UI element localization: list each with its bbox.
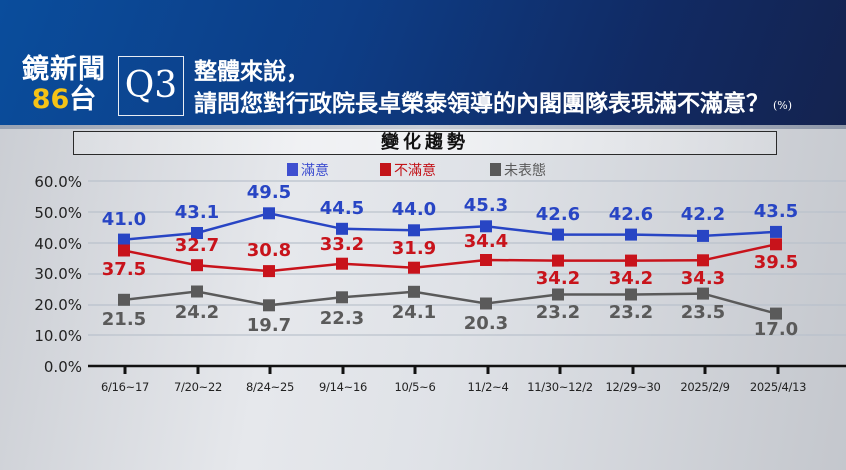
data-label-no-opinion: 24.1 (391, 302, 437, 323)
data-label-satisfied: 49.5 (246, 182, 292, 203)
legend-swatch-dissatisfied (380, 163, 391, 176)
chart-title: 變化趨勢 (73, 131, 777, 155)
question-line-1: 整體來說， (194, 58, 309, 85)
x-tick-label: 12/29~30 (605, 380, 661, 394)
x-tick-label: 11/30~12/2 (527, 380, 593, 394)
data-label-satisfied: 43.1 (174, 202, 220, 223)
brand-logo: 鏡新聞 86台 (18, 55, 110, 115)
data-label-no-opinion: 23.2 (608, 302, 654, 323)
data-label-dissatisfied: 31.9 (391, 238, 437, 259)
data-label-no-opinion: 21.5 (101, 309, 147, 330)
brand-channel: 86台 (18, 85, 110, 115)
legend-label-satisfied: 滿意 (301, 163, 329, 179)
data-label-no-opinion: 23.2 (535, 302, 581, 323)
data-label-dissatisfied: 34.2 (535, 268, 581, 289)
y-tick-label: 60.0% (34, 173, 82, 191)
series-satisfied (118, 207, 782, 246)
data-label-satisfied: 42.2 (680, 204, 726, 225)
data-label-dissatisfied: 37.5 (101, 259, 147, 280)
data-label-satisfied: 42.6 (608, 204, 654, 225)
y-tick-label: 20.0% (34, 296, 82, 314)
data-label-satisfied: 41.0 (101, 209, 147, 230)
question-line-2: 請問您對行政院長卓榮泰領導的內閣團隊表現滿不滿意？ (194, 90, 769, 117)
unit-label: (%) (773, 99, 793, 112)
chart-legend: 滿意 不滿意 未表態 (0, 161, 846, 181)
x-axis (88, 364, 846, 374)
data-label-no-opinion: 23.5 (680, 302, 726, 323)
data-label-dissatisfied: 39.5 (753, 252, 799, 273)
question-number-box: Q3 (118, 56, 184, 116)
legend-item-satisfied: 滿意 (287, 161, 329, 181)
x-tick-label: 2025/2/9 (680, 380, 730, 394)
brand-channel-suffix: 台 (69, 84, 97, 115)
header-banner (0, 0, 846, 128)
x-tick-label: 8/24~25 (246, 380, 294, 394)
y-tick-label: 10.0% (34, 327, 82, 345)
legend-swatch-no-opinion (490, 163, 501, 176)
series-dissatisfied (118, 238, 782, 278)
y-tick-label: 0.0% (43, 358, 82, 376)
data-label-dissatisfied: 34.2 (608, 268, 654, 289)
legend-label-dissatisfied: 不滿意 (394, 163, 436, 179)
header-divider (0, 125, 846, 129)
legend-swatch-satisfied (287, 163, 298, 176)
data-label-no-opinion: 20.3 (463, 313, 509, 334)
data-label-dissatisfied: 32.7 (174, 235, 220, 256)
data-label-satisfied: 45.3 (463, 195, 509, 216)
legend-label-no-opinion: 未表態 (504, 163, 546, 179)
data-label-satisfied: 44.0 (391, 199, 437, 220)
x-tick-label: 11/2~4 (467, 380, 509, 394)
y-tick-label: 40.0% (34, 235, 82, 253)
brand-channel-number: 86 (31, 84, 70, 115)
legend-item-dissatisfied: 不滿意 (380, 161, 436, 181)
data-label-satisfied: 44.5 (319, 198, 365, 219)
data-label-dissatisfied: 30.8 (246, 240, 292, 261)
brand-name: 鏡新聞 (22, 54, 106, 85)
data-label-dissatisfied: 33.2 (319, 234, 365, 255)
y-tick-label: 50.0% (34, 204, 82, 222)
data-label-no-opinion: 22.3 (319, 308, 365, 329)
data-label-dissatisfied: 34.3 (680, 268, 726, 289)
x-tick-label: 6/16~17 (101, 380, 149, 394)
question-text: 整體來說， 請問您對行政院長卓榮泰領導的內閣團隊表現滿不滿意？ (194, 56, 769, 120)
y-tick-label: 30.0% (34, 265, 82, 283)
data-label-no-opinion: 24.2 (174, 302, 220, 323)
data-label-no-opinion: 17.0 (753, 319, 799, 340)
data-label-dissatisfied: 34.4 (463, 231, 509, 252)
x-tick-label: 7/20~22 (174, 380, 222, 394)
data-label-satisfied: 42.6 (535, 204, 581, 225)
data-label-no-opinion: 19.7 (246, 315, 292, 336)
x-tick-label: 9/14~16 (319, 380, 367, 394)
series-no-opinion (118, 285, 782, 320)
x-tick-label: 2025/4/13 (749, 380, 807, 394)
legend-item-no-opinion: 未表態 (490, 161, 546, 181)
gridlines (88, 180, 846, 336)
data-label-satisfied: 43.5 (753, 201, 799, 222)
x-tick-label: 10/5~6 (394, 380, 436, 394)
